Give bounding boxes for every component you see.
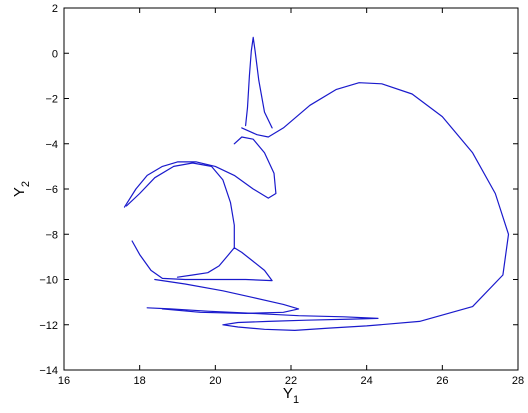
y-tick-label-2: −10 [39,275,58,287]
y-axis-label: Y2 [11,181,32,197]
series-line-2 [245,36,273,129]
y-tick-label-8: 2 [52,3,58,15]
series-line-6 [154,278,300,314]
x-tick-label-4: 24 [361,375,373,387]
series-layer [123,36,510,331]
ticks-layer [63,7,519,371]
y-axis-label-subscript: 2 [20,181,32,187]
x-tick-label-2: 20 [209,375,221,387]
y-tick-label-3: −8 [45,229,58,241]
y-tick-label-4: −6 [45,184,58,196]
y-tick-label-7: 0 [52,48,58,60]
series-line-1 [146,82,510,331]
y-tick-label-1: −12 [39,320,58,332]
tick-labels-layer: 16 18 20 22 24 26 28 −14 −12 −10 −8 −6 −4 −2 0 2 [39,3,524,387]
y-tick-label-6: −2 [45,94,58,106]
x-axis-label: Y1 [283,385,299,406]
plot-area-frame [63,7,519,371]
x-tick-label-3: 22 [285,375,297,387]
y-tick-label-0: −14 [39,365,58,377]
x-tick-label-6: 28 [512,375,524,387]
x-axis-label-subscript: 1 [293,394,299,406]
x-tick-label-0: 16 [58,375,70,387]
x-axis-label-main: Y [283,385,293,402]
series-line-5 [131,240,273,282]
series-line-3 [123,136,277,208]
y-axis-label-main: Y [11,187,28,197]
y-tick-label-5: −4 [45,139,58,151]
x-tick-label-5: 26 [436,375,448,387]
x-tick-label-1: 18 [134,375,146,387]
series-line-4 [125,162,235,249]
